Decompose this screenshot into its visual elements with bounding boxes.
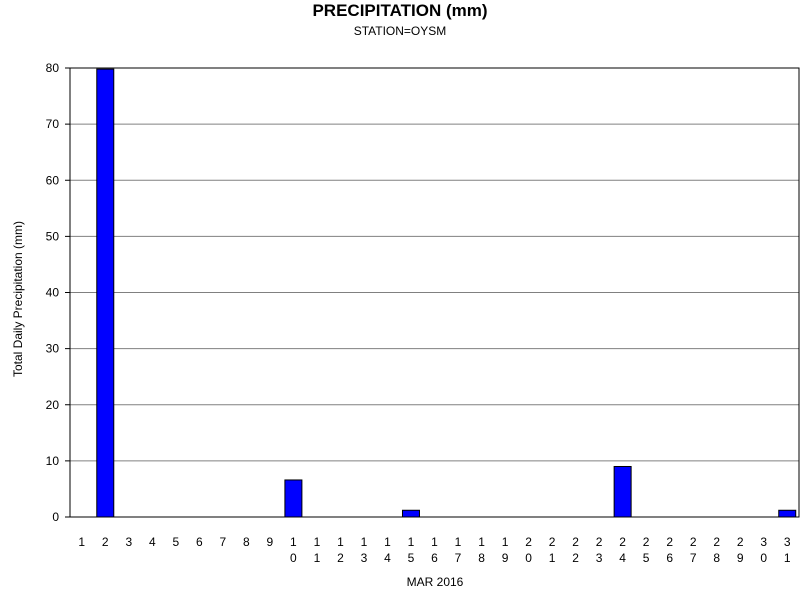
x-tick-label: 4: [149, 535, 156, 549]
bar-day-15: [401, 509, 420, 518]
x-tick-label: 2: [102, 535, 109, 549]
plot-frame: [69, 67, 800, 518]
bar-day-10: [284, 479, 303, 518]
y-tick-label: 10: [46, 454, 60, 468]
bar-day-31: [778, 509, 797, 518]
x-tick-label: 9: [267, 535, 274, 549]
y-tick-label: 0: [52, 510, 59, 524]
y-tick-label: 80: [46, 61, 60, 75]
y-tick-label: 70: [46, 117, 60, 131]
y-tick-label: 60: [46, 173, 60, 187]
y-tick-label: 40: [46, 286, 60, 300]
chart-subtitle: STATION=OYSM: [353, 24, 447, 38]
chart-title: PRECIPITATION (mm): [312, 1, 488, 20]
x-axis-label: MAR 2016: [406, 575, 464, 589]
x-tick-label: 7: [220, 535, 227, 549]
x-tick-label: 3: [125, 535, 132, 549]
y-tick-label: 30: [46, 342, 60, 356]
bar-day-24: [613, 465, 632, 518]
x-tick-label: 8: [243, 535, 250, 549]
x-tick-label: 5: [172, 535, 179, 549]
x-tick-label: 1: [78, 535, 85, 549]
x-tick-label: 6: [196, 535, 203, 549]
bar-day-2: [96, 68, 115, 518]
y-tick-label: 20: [46, 398, 60, 412]
y-tick-label: 50: [46, 229, 60, 243]
